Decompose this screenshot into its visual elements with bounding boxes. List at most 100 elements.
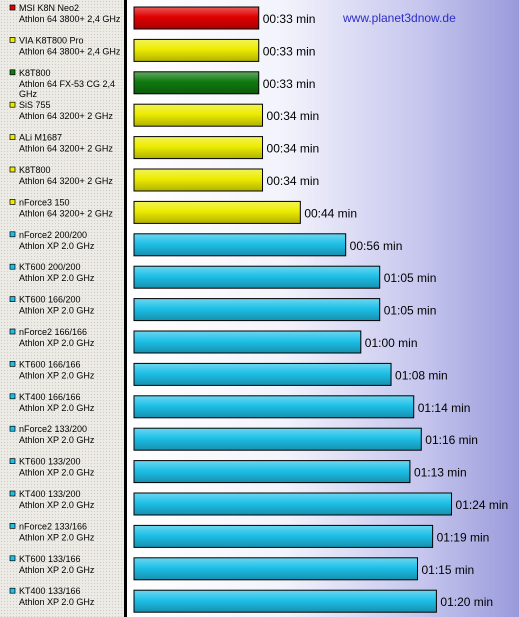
- data-label: 00:33 min: [263, 77, 316, 91]
- row-label-cpu: Athlon XP 2.0 GHz: [19, 500, 95, 510]
- bar: [133, 6, 260, 30]
- watermark-text: www.planet3dnow.de: [343, 11, 456, 25]
- data-label: 01:24 min: [456, 498, 509, 512]
- row-label-name: KT600 200/200: [19, 262, 81, 272]
- row-label-cpu: Athlon 64 3200+ 2 GHz: [19, 144, 113, 154]
- row-label-name: KT600 133/166: [19, 554, 81, 564]
- data-label: 00:33 min: [263, 44, 316, 58]
- data-label: 01:16 min: [425, 433, 478, 447]
- row-label-cpu: Athlon XP 2.0 GHz: [19, 403, 95, 413]
- data-label: 01:00 min: [365, 336, 418, 350]
- bar: [133, 200, 301, 224]
- row-label-cpu: GHz: [19, 89, 38, 99]
- row-label-name: KT400 133/166: [19, 586, 81, 596]
- legend-marker: [9, 328, 16, 335]
- data-label: 01:20 min: [440, 595, 493, 609]
- bar: [133, 589, 437, 613]
- data-label: 00:34 min: [267, 174, 320, 188]
- legend-marker: [9, 425, 16, 432]
- row-label-name: K8T800: [19, 165, 51, 175]
- row-label-cpu: Athlon 64 3200+ 2 GHz: [19, 111, 113, 121]
- bar: [133, 168, 264, 192]
- bar: [133, 524, 434, 548]
- legend-marker: [9, 555, 16, 562]
- legend-marker: [9, 134, 16, 140]
- data-label: 00:34 min: [267, 142, 320, 156]
- row-label-cpu: Athlon 64 3200+ 2 GHz: [19, 208, 113, 218]
- data-label: 00:44 min: [304, 206, 357, 220]
- bar: [133, 492, 453, 516]
- row-label-name: KT400 166/166: [19, 392, 81, 402]
- legend-marker: [9, 199, 16, 205]
- bar: [133, 103, 264, 127]
- legend-marker: [9, 37, 16, 43]
- legend-marker: [9, 490, 16, 497]
- bar: [133, 298, 381, 322]
- data-label: 01:05 min: [384, 271, 437, 285]
- row-label-name: KT600 166/166: [19, 359, 81, 369]
- row-label-cpu: Athlon XP 2.0 GHz: [19, 565, 95, 575]
- row-label-cpu: Athlon XP 2.0 GHz: [19, 370, 95, 380]
- row-label-cpu: Athlon 64 3800+ 2,4 GHz: [19, 46, 121, 56]
- data-label: 01:14 min: [418, 401, 471, 415]
- legend-marker: [9, 296, 16, 302]
- row-label-cpu: Athlon 64 3200+ 2 GHz: [19, 176, 113, 186]
- row-label-name: MSI K8N Neo2: [19, 3, 79, 13]
- row-label-cpu: Athlon XP 2.0 GHz: [19, 273, 95, 283]
- row-label-cpu: Athlon XP 2.0 GHz: [19, 532, 95, 542]
- data-label: 01:15 min: [422, 563, 475, 577]
- legend-marker: [9, 101, 16, 108]
- legend-marker: [9, 458, 16, 464]
- legend-marker: [9, 523, 16, 529]
- legend-marker: [9, 166, 16, 173]
- bar: [133, 233, 347, 257]
- legend-marker: [9, 393, 16, 400]
- row-label-name: SiS 755: [19, 100, 51, 110]
- bar: [133, 557, 418, 581]
- row-label-name: KT400 133/200: [19, 489, 81, 499]
- row-label-cpu: Athlon XP 2.0 GHz: [19, 468, 95, 478]
- row-label-name: nForce2 200/200: [19, 230, 87, 240]
- row-label-name: KT600 133/200: [19, 457, 81, 467]
- row-label-name: nForce2 166/166: [19, 327, 87, 337]
- row-label-name: nForce2 133/200: [19, 424, 87, 434]
- data-label: 01:19 min: [437, 530, 490, 544]
- row-label-name: ALi M1687: [19, 133, 62, 143]
- data-label: 00:33 min: [263, 12, 316, 26]
- bar: [133, 330, 362, 354]
- data-label: 00:34 min: [267, 109, 320, 123]
- row-label-name: KT600 166/200: [19, 295, 81, 305]
- row-label-cpu: Athlon XP 2.0 GHz: [19, 435, 95, 445]
- bar: [133, 38, 260, 62]
- row-label-name: K8T800: [19, 68, 51, 78]
- row-label-cpu: Athlon 64 3800+ 2,4 GHz: [19, 14, 121, 24]
- row-label-cpu: Athlon 64 FX-53 CG 2,4: [19, 79, 115, 89]
- row-label-name: VIA K8T800 Pro: [19, 35, 84, 45]
- data-label: 01:08 min: [395, 368, 448, 382]
- legend-marker: [9, 4, 16, 11]
- row-label-cpu: Athlon XP 2.0 GHz: [19, 306, 95, 316]
- legend-marker: [9, 361, 16, 367]
- data-label: 01:13 min: [414, 466, 467, 480]
- legend-marker: [9, 231, 16, 238]
- legend-marker: [9, 587, 16, 594]
- label-column: [0, 0, 124, 617]
- row-label-cpu: Athlon XP 2.0 GHz: [19, 241, 95, 251]
- row-label-name: nForce2 133/166: [19, 521, 87, 531]
- bar: [133, 427, 422, 451]
- bar: [133, 460, 411, 484]
- data-label: 00:56 min: [350, 239, 403, 253]
- row-label-cpu: Athlon XP 2.0 GHz: [19, 597, 95, 607]
- row-label-cpu: Athlon XP 2.0 GHz: [19, 338, 95, 348]
- row-label-name: nForce3 150: [19, 197, 70, 207]
- data-label: 01:05 min: [384, 304, 437, 318]
- bar: [133, 265, 381, 289]
- bar: [133, 136, 264, 160]
- axis-divider: [124, 0, 127, 617]
- legend-marker: [9, 263, 16, 270]
- bar: [133, 71, 260, 95]
- bar: [133, 362, 392, 386]
- bar: [133, 395, 415, 419]
- legend-marker: [9, 69, 16, 76]
